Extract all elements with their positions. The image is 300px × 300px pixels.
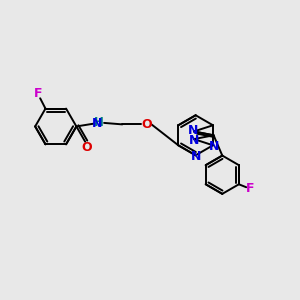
Text: O: O [141, 118, 152, 131]
Text: N: N [189, 134, 200, 147]
Text: O: O [81, 141, 92, 154]
Text: H: H [94, 116, 104, 128]
Text: F: F [34, 87, 43, 100]
Text: N: N [92, 117, 102, 130]
Text: N: N [188, 124, 199, 137]
Text: N: N [190, 150, 201, 163]
Text: F: F [246, 182, 254, 195]
Text: N: N [208, 140, 219, 153]
